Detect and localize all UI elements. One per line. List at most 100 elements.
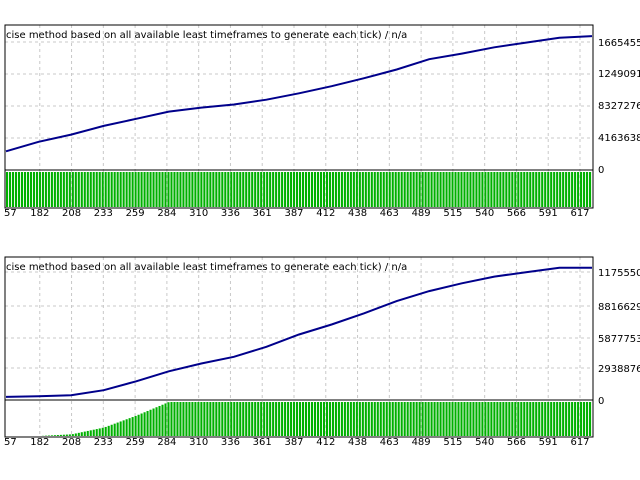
volume-bar — [400, 402, 403, 436]
volume-bar — [71, 434, 74, 436]
volume-bar — [331, 172, 334, 207]
volume-bar — [574, 402, 577, 436]
volume-bar — [56, 435, 59, 436]
volume-bar — [68, 434, 71, 436]
volume-bar — [409, 172, 412, 207]
volume-bar — [514, 172, 517, 207]
x-tick-label: 57 — [4, 437, 17, 448]
volume-bar — [212, 402, 215, 436]
volume-bar — [367, 172, 370, 207]
volume-bar — [433, 402, 436, 436]
volume-bar — [131, 172, 134, 207]
volume-bar — [340, 402, 343, 436]
volume-bar — [547, 172, 550, 207]
volume-bar — [454, 402, 457, 436]
volume-bar — [230, 402, 233, 436]
volume-bar — [62, 434, 65, 436]
volume-bar — [6, 172, 9, 207]
chart-1-x-labels: 57 182 208 233 259 284 310 336 361 387 412 438 463 48… — [4, 208, 590, 219]
volume-bar — [221, 172, 224, 207]
volume-bar — [140, 413, 143, 436]
volume-bar — [523, 172, 526, 207]
volume-bar — [125, 419, 128, 436]
volume-bar — [322, 402, 326, 436]
volume-bar — [352, 172, 355, 207]
volume-bar — [439, 172, 442, 207]
volume-bar — [224, 402, 227, 436]
chart-2-y-label: 2938876 — [598, 364, 640, 375]
volume-bar — [376, 172, 379, 207]
volume-bar — [173, 172, 176, 207]
volume-bar — [442, 402, 445, 436]
volume-bar — [472, 172, 475, 207]
volume-bar — [182, 172, 185, 207]
volume-bar — [278, 172, 281, 207]
volume-bar — [137, 414, 140, 436]
volume-bar — [427, 172, 430, 207]
volume-bar — [493, 172, 496, 207]
volume-bar — [74, 433, 77, 436]
volume-bar — [170, 172, 173, 207]
x-tick-label: 617 — [570, 208, 589, 219]
volume-bar — [194, 172, 197, 207]
volume-bar — [116, 172, 119, 207]
volume-bar — [484, 402, 487, 436]
chart-1-y-label: 4163638 — [598, 133, 640, 144]
volume-bar — [535, 172, 538, 207]
chart-1: cise method based on all available least… — [4, 24, 640, 219]
volume-bar — [284, 172, 287, 207]
volume-bar — [236, 172, 239, 207]
volume-bar — [254, 402, 257, 436]
x-tick-label: 208 — [62, 437, 81, 448]
volume-bar — [475, 172, 478, 207]
volume-bar — [562, 402, 565, 436]
volume-bar — [394, 402, 397, 436]
x-tick-label: 361 — [253, 208, 272, 219]
volume-bar — [176, 172, 179, 207]
volume-bar — [203, 402, 206, 436]
volume-bar — [550, 402, 553, 436]
volume-bar — [469, 402, 472, 436]
chart-2-title: cise method based on all available least… — [6, 262, 407, 273]
volume-bar — [50, 172, 53, 207]
volume-bar — [358, 402, 361, 436]
volume-bar — [263, 172, 266, 207]
volume-bar — [343, 172, 346, 207]
volume-bar — [293, 172, 296, 207]
volume-bar — [239, 172, 242, 207]
volume-bar — [251, 402, 254, 436]
volume-bar — [364, 402, 367, 436]
volume-bar — [92, 172, 95, 207]
volume-bar — [140, 172, 143, 207]
volume-bar — [194, 402, 197, 436]
volume-bar — [313, 172, 317, 207]
volume-bar — [272, 402, 275, 436]
x-tick-label: 57 — [4, 208, 17, 219]
volume-bar — [284, 402, 287, 436]
volume-bar — [436, 402, 439, 436]
volume-bar — [179, 402, 182, 436]
volume-bar — [466, 172, 469, 207]
volume-bar — [125, 172, 128, 207]
chart-2-x-labels: 57 182 208 233 259 284 310 336 361 387 412 438 463 48… — [4, 437, 590, 448]
volume-bar — [304, 402, 308, 436]
volume-bar — [86, 172, 89, 207]
volume-bar — [278, 402, 281, 436]
volume-bar — [230, 172, 233, 207]
volume-bar — [143, 412, 146, 436]
volume-bar — [541, 402, 544, 436]
volume-bar — [505, 402, 508, 436]
volume-bar — [361, 402, 364, 436]
volume-bar — [505, 172, 508, 207]
volume-bar — [496, 402, 499, 436]
volume-bar — [266, 402, 269, 436]
volume-bar — [245, 172, 248, 207]
volume-bar — [299, 172, 302, 207]
volume-bar — [191, 172, 194, 207]
volume-bar — [155, 172, 158, 207]
x-tick-label: 336 — [221, 437, 240, 448]
volume-bar — [257, 172, 260, 207]
x-tick-label: 540 — [475, 437, 494, 448]
x-tick-label: 259 — [126, 437, 145, 448]
x-tick-label: 540 — [475, 208, 494, 219]
